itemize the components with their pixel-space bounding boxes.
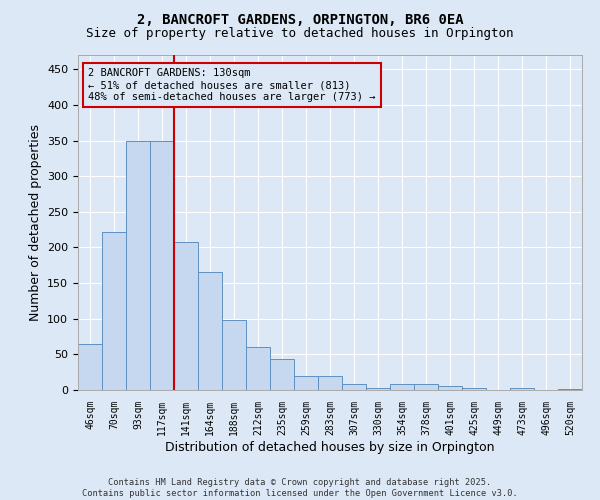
Bar (246, 347, 270, 390)
Y-axis label: Number of detached properties: Number of detached properties (29, 124, 41, 321)
Bar (510, 388, 534, 390)
Bar (414, 384, 438, 390)
Bar (318, 376, 342, 390)
Text: Size of property relative to detached houses in Orpington: Size of property relative to detached ho… (86, 28, 514, 40)
Bar (102, 232, 126, 390)
Bar (78, 344, 102, 390)
X-axis label: Distribution of detached houses by size in Orpington: Distribution of detached houses by size … (165, 440, 495, 454)
Bar (294, 376, 318, 390)
Text: Contains HM Land Registry data © Crown copyright and database right 2025.
Contai: Contains HM Land Registry data © Crown c… (82, 478, 518, 498)
Text: 2, BANCROFT GARDENS, ORPINGTON, BR6 0EA: 2, BANCROFT GARDENS, ORPINGTON, BR6 0EA (137, 12, 463, 26)
Bar (558, 388, 582, 390)
Bar (366, 388, 390, 390)
Bar (270, 360, 294, 390)
Bar (198, 272, 222, 390)
Bar (438, 386, 462, 390)
Bar (390, 384, 414, 390)
Bar (126, 140, 150, 390)
Bar (174, 242, 198, 390)
Bar (150, 140, 174, 390)
Bar (222, 320, 246, 390)
Bar (462, 388, 486, 390)
Bar (342, 384, 366, 390)
Text: 2 BANCROFT GARDENS: 130sqm
← 51% of detached houses are smaller (813)
48% of sem: 2 BANCROFT GARDENS: 130sqm ← 51% of deta… (88, 68, 376, 102)
